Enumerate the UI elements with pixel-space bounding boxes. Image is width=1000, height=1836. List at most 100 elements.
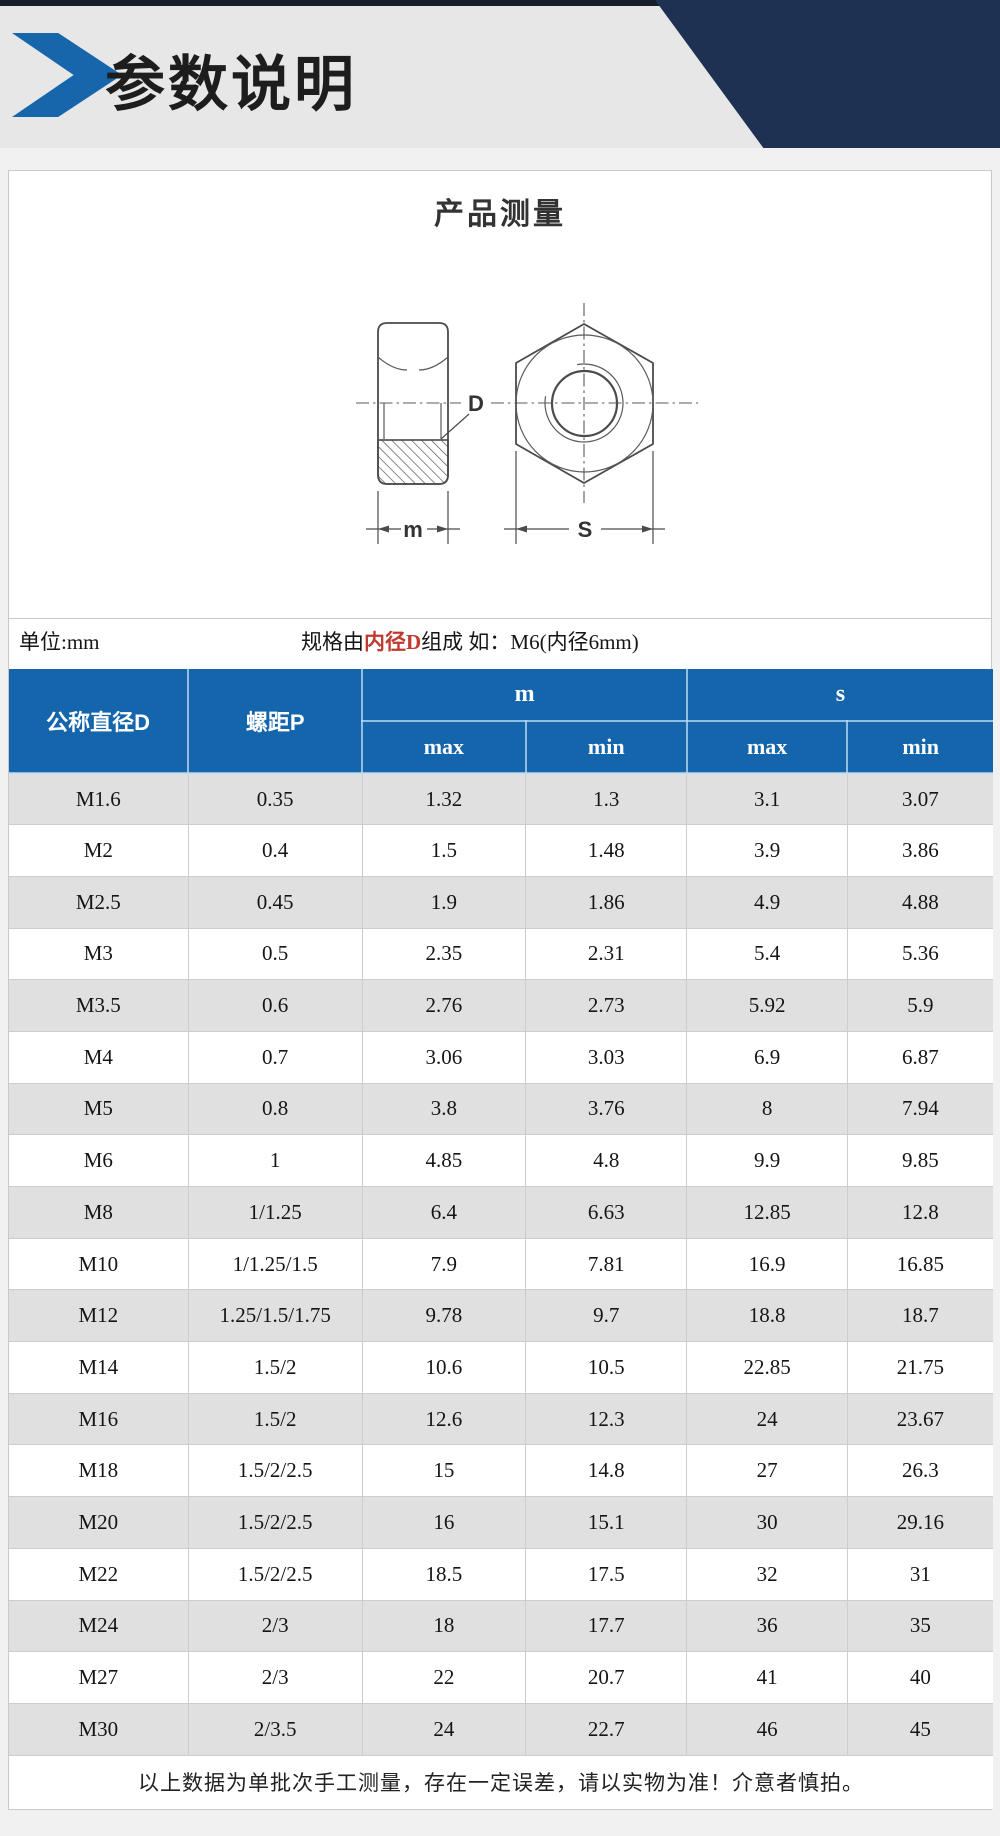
- value-cell: 7.94: [846, 1082, 993, 1136]
- value-cell: 0.5: [187, 927, 363, 981]
- value-cell: 31: [846, 1547, 993, 1601]
- header-s-max: max: [685, 720, 849, 774]
- footnote-row: 以上数据为单批次手工测量，存在一定误差，请以实物为准！介意者慎拍。: [9, 1754, 993, 1810]
- table-row: M16 1.5/2 12.6 12.3 24 23.67: [9, 1392, 993, 1446]
- value-cell: 3.07: [846, 772, 993, 826]
- value-cell: 2.35: [361, 927, 527, 981]
- table-row: M30 2/3.5 24 22.7 46 45: [9, 1702, 993, 1756]
- table-header: 公称直径D 螺距P m s max min max min: [9, 669, 993, 774]
- table-row: M18 1.5/2/2.5 15 14.8 27 26.3: [9, 1444, 993, 1498]
- value-cell: 2.73: [525, 979, 688, 1032]
- value-cell: 22.85: [686, 1341, 848, 1394]
- table-row: M14 1.5/2 10.6 10.5 22.85 21.75: [9, 1341, 993, 1394]
- spec-cell: M2.5: [9, 875, 189, 929]
- spec-cell: M30: [9, 1702, 189, 1756]
- value-cell: 32: [686, 1547, 848, 1601]
- value-cell: 10.6: [361, 1341, 527, 1394]
- spec-prefix: 规格由: [301, 630, 364, 654]
- measurement-title: 产品测量: [434, 198, 566, 231]
- value-cell: 24: [686, 1392, 848, 1446]
- spec-cell: M5: [9, 1082, 189, 1136]
- m-dimension-label: m: [403, 517, 423, 542]
- value-cell: 16: [361, 1496, 527, 1549]
- value-cell: 7.9: [361, 1237, 527, 1291]
- value-cell: 46: [686, 1702, 848, 1756]
- value-cell: 40: [846, 1651, 993, 1704]
- value-cell: 9.7: [525, 1289, 688, 1343]
- header-group-s: s: [685, 669, 993, 722]
- value-cell: 9.9: [686, 1134, 848, 1187]
- value-cell: 8: [686, 1082, 848, 1136]
- spec-cell: M16: [9, 1392, 189, 1446]
- value-cell: 10.5: [525, 1341, 688, 1394]
- spec-cell: M4: [9, 1030, 189, 1084]
- value-cell: 18.5: [361, 1547, 527, 1601]
- value-cell: 3.06: [361, 1030, 527, 1084]
- value-cell: 21.75: [846, 1341, 993, 1394]
- value-cell: 7.81: [525, 1237, 688, 1291]
- table-row: M3.5 0.6 2.76 2.73 5.92 5.9: [9, 979, 993, 1032]
- value-cell: 1.25/1.5/1.75: [187, 1289, 363, 1343]
- value-cell: 2/3.5: [187, 1702, 363, 1756]
- value-cell: 5.36: [846, 927, 993, 981]
- unit-label: 单位:mm: [19, 630, 100, 654]
- value-cell: 22: [361, 1651, 527, 1704]
- spec-cell: M27: [9, 1651, 189, 1704]
- spec-cell: M10: [9, 1237, 189, 1291]
- value-cell: 18.7: [846, 1289, 993, 1343]
- value-cell: 1.5/2/2.5: [187, 1547, 363, 1601]
- measurement-section: 产品测量 D: [9, 171, 991, 618]
- bore-circle: [550, 369, 619, 438]
- value-cell: 2/3: [187, 1599, 363, 1653]
- value-cell: 0.4: [187, 824, 363, 877]
- value-cell: 36: [686, 1599, 848, 1653]
- s-dimension-label: S: [578, 517, 593, 542]
- chamfer-circle: [515, 334, 654, 473]
- value-cell: 27: [686, 1444, 848, 1498]
- value-cell: 16.85: [846, 1237, 993, 1291]
- spec-cell: M24: [9, 1599, 189, 1653]
- value-cell: 35: [846, 1599, 993, 1653]
- value-cell: 5.4: [686, 927, 848, 981]
- hexagon-outline: [515, 323, 654, 484]
- value-cell: 45: [846, 1702, 993, 1756]
- table-body: M1.6 0.35 1.32 1.3 3.1 3.07 M2 0.4 1.5 1.48 3.9 3.8…: [9, 772, 993, 1756]
- value-cell: 5.92: [686, 979, 848, 1032]
- d-leader-line: [440, 413, 470, 440]
- value-cell: 4.9: [686, 875, 848, 929]
- value-cell: 15.1: [525, 1496, 688, 1549]
- table-row: M24 2/3 18 17.7 36 35: [9, 1599, 993, 1653]
- front-view: S: [504, 303, 665, 544]
- value-cell: 0.35: [187, 772, 363, 826]
- spec-text: 规格由内径D组成 如：M6(内径6mm): [301, 626, 639, 656]
- value-cell: 2.31: [525, 927, 688, 981]
- value-cell: 2/3: [187, 1651, 363, 1704]
- value-cell: 30: [686, 1496, 848, 1549]
- value-cell: 14.8: [525, 1444, 688, 1498]
- unit-row: 单位:mm 规格由内径D组成 如：M6(内径6mm): [9, 618, 991, 663]
- spec-cell: M2: [9, 824, 189, 877]
- value-cell: 1.5/2: [187, 1341, 363, 1394]
- spec-cell: M22: [9, 1547, 189, 1601]
- value-cell: 20.7: [525, 1651, 688, 1704]
- value-cell: 3.8: [361, 1082, 527, 1136]
- spec-cell: M14: [9, 1341, 189, 1394]
- value-cell: 9.78: [361, 1289, 527, 1343]
- value-cell: 17.7: [525, 1599, 688, 1653]
- value-cell: 24: [361, 1702, 527, 1756]
- value-cell: 15: [361, 1444, 527, 1498]
- value-cell: 1/1.25/1.5: [187, 1237, 363, 1291]
- value-cell: 1.86: [525, 875, 688, 929]
- value-cell: 16.9: [686, 1237, 848, 1291]
- header-m-max: max: [362, 720, 527, 774]
- table-row: M27 2/3 22 20.7 41 40: [9, 1651, 993, 1704]
- spec-cell: M1.6: [9, 772, 189, 826]
- diameter-label: D: [468, 391, 484, 416]
- value-cell: 3.1: [686, 772, 848, 826]
- spec-cell: M18: [9, 1444, 189, 1498]
- top-navy-strip: [0, 0, 1000, 6]
- table-row: M2 0.4 1.5 1.48 3.9 3.86: [9, 824, 993, 877]
- value-cell: 0.8: [187, 1082, 363, 1136]
- table-row: M22 1.5/2/2.5 18.5 17.5 32 31: [9, 1547, 993, 1601]
- value-cell: 6.63: [525, 1186, 688, 1239]
